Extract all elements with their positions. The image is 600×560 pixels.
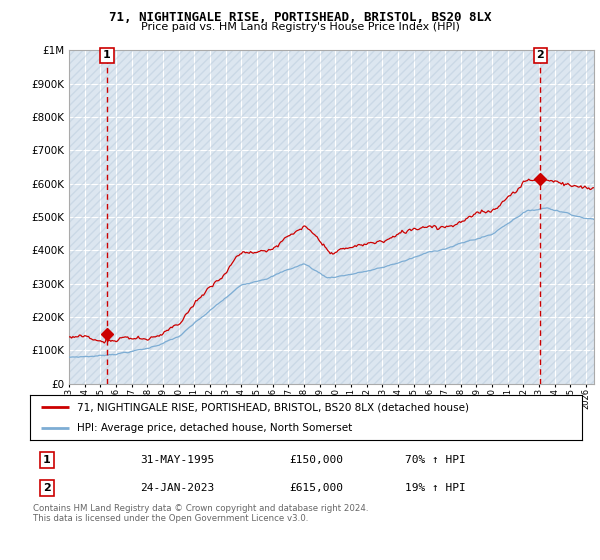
Text: 1: 1 — [43, 455, 50, 465]
Text: HPI: Average price, detached house, North Somerset: HPI: Average price, detached house, Nort… — [77, 422, 352, 432]
Text: 1: 1 — [103, 50, 111, 60]
Text: 31-MAY-1995: 31-MAY-1995 — [140, 455, 215, 465]
Text: 2: 2 — [43, 483, 50, 493]
Text: £150,000: £150,000 — [289, 455, 343, 465]
Text: 24-JAN-2023: 24-JAN-2023 — [140, 483, 215, 493]
Text: 71, NIGHTINGALE RISE, PORTISHEAD, BRISTOL, BS20 8LX (detached house): 71, NIGHTINGALE RISE, PORTISHEAD, BRISTO… — [77, 402, 469, 412]
Text: £615,000: £615,000 — [289, 483, 343, 493]
Text: 70% ↑ HPI: 70% ↑ HPI — [406, 455, 466, 465]
Text: 71, NIGHTINGALE RISE, PORTISHEAD, BRISTOL, BS20 8LX: 71, NIGHTINGALE RISE, PORTISHEAD, BRISTO… — [109, 11, 491, 24]
Text: 2: 2 — [536, 50, 544, 60]
Text: Price paid vs. HM Land Registry's House Price Index (HPI): Price paid vs. HM Land Registry's House … — [140, 22, 460, 32]
Text: 19% ↑ HPI: 19% ↑ HPI — [406, 483, 466, 493]
Text: Contains HM Land Registry data © Crown copyright and database right 2024.
This d: Contains HM Land Registry data © Crown c… — [33, 504, 368, 524]
